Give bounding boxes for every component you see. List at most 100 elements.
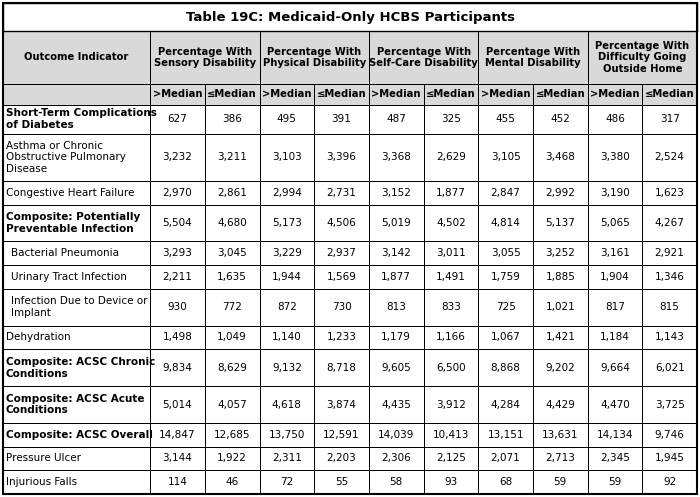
Text: 3,380: 3,380 [600,152,630,163]
Bar [150,105,205,134]
Bar [369,386,424,423]
Bar [260,181,314,205]
Bar [643,386,697,423]
Bar [478,386,533,423]
Text: 2,921: 2,921 [654,248,685,258]
Bar [587,386,643,423]
Bar [424,181,478,205]
Text: 3,011: 3,011 [436,248,466,258]
Text: >Median: >Median [590,89,640,99]
Text: 1,885: 1,885 [545,272,575,282]
Bar [314,265,369,289]
Bar [369,349,424,386]
Text: Bacterial Pneumonia: Bacterial Pneumonia [11,248,119,258]
Text: >Median: >Median [262,89,312,99]
Text: 1,623: 1,623 [654,188,685,198]
Bar [643,470,697,494]
Text: Asthma or Chronic
Obstructive Pulmonary
Disease: Asthma or Chronic Obstructive Pulmonary … [6,141,126,174]
Text: 1,166: 1,166 [436,332,466,342]
Bar [205,242,260,265]
Bar [587,423,643,447]
Bar [478,105,533,134]
Bar [369,83,424,105]
Bar [205,386,260,423]
Bar [3,386,150,423]
Text: 2,970: 2,970 [162,188,192,198]
Text: 2,311: 2,311 [272,453,302,464]
Text: 3,161: 3,161 [600,248,630,258]
Text: 3,912: 3,912 [436,400,466,410]
Text: 3,045: 3,045 [217,248,247,258]
Text: 3,874: 3,874 [327,400,356,410]
Text: ≤Median: ≤Median [316,89,366,99]
Text: 4,470: 4,470 [600,400,630,410]
Text: 2,713: 2,713 [545,453,575,464]
Text: 455: 455 [496,114,515,124]
Text: 1,143: 1,143 [654,332,685,342]
Text: 813: 813 [386,302,406,312]
Text: 3,396: 3,396 [327,152,356,163]
Text: 9,132: 9,132 [272,363,302,373]
Bar [533,470,587,494]
Bar [150,181,205,205]
Text: Congestive Heart Failure: Congestive Heart Failure [6,188,134,198]
Text: 3,105: 3,105 [491,152,521,163]
Text: 325: 325 [441,114,461,124]
Text: Percentage With
Mental Disability: Percentage With Mental Disability [485,47,581,68]
Text: 1,179: 1,179 [382,332,411,342]
Bar [369,105,424,134]
Bar [424,105,478,134]
Text: 4,502: 4,502 [436,218,466,228]
Text: Pressure Ulcer: Pressure Ulcer [6,453,81,464]
Text: Percentage With
Difficulty Going
Outside Home: Percentage With Difficulty Going Outside… [595,41,690,74]
Text: 3,152: 3,152 [382,188,411,198]
Text: 1,498: 1,498 [162,332,192,342]
Bar [150,265,205,289]
Bar [478,470,533,494]
Bar [587,105,643,134]
Bar [533,242,587,265]
Bar [150,205,205,242]
Bar [643,326,697,349]
Bar [587,289,643,326]
Text: 5,504: 5,504 [162,218,192,228]
Text: 1,346: 1,346 [654,272,685,282]
Bar [260,423,314,447]
Bar [533,423,587,447]
Bar [478,31,587,83]
Bar [3,31,150,83]
Bar [587,242,643,265]
Bar [424,349,478,386]
Text: 5,014: 5,014 [162,400,192,410]
Text: 4,057: 4,057 [217,400,247,410]
Text: 317: 317 [659,114,680,124]
Text: 92: 92 [663,477,676,487]
Bar [533,205,587,242]
Text: 2,731: 2,731 [327,188,356,198]
Text: 2,994: 2,994 [272,188,302,198]
Text: 3,725: 3,725 [654,400,685,410]
Text: Composite: ACSC Acute
Conditions: Composite: ACSC Acute Conditions [6,394,144,415]
Bar [3,423,150,447]
Bar [478,289,533,326]
Bar [150,349,205,386]
Bar [587,205,643,242]
Text: 833: 833 [441,302,461,312]
Bar [314,134,369,181]
Bar [260,289,314,326]
Text: 2,306: 2,306 [382,453,411,464]
Bar [369,265,424,289]
Text: Percentage With
Sensory Disability: Percentage With Sensory Disability [154,47,256,68]
Bar [3,205,150,242]
Bar [260,105,314,134]
Text: 4,429: 4,429 [545,400,575,410]
Bar [587,83,643,105]
Text: ≤Median: ≤Median [426,89,476,99]
Text: 1,421: 1,421 [545,332,575,342]
Text: 772: 772 [222,302,242,312]
Bar [369,423,424,447]
Text: 815: 815 [659,302,680,312]
Text: 9,605: 9,605 [382,363,411,373]
Text: 14,847: 14,847 [159,430,196,440]
Text: Composite: Potentially
Preventable Infection: Composite: Potentially Preventable Infec… [6,212,140,234]
